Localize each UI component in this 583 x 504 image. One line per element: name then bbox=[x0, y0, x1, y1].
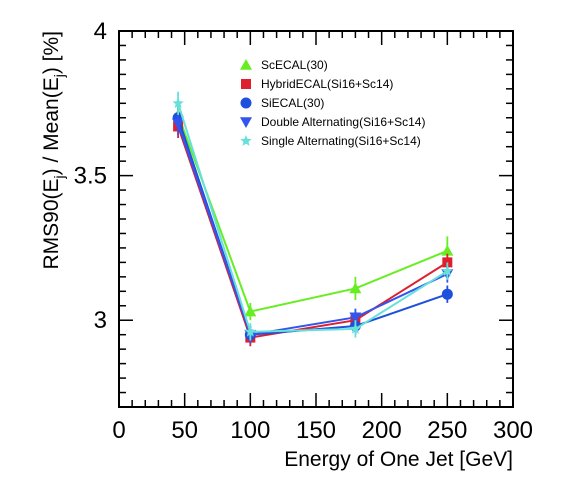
data-point bbox=[441, 244, 454, 256]
x-axis-label: Energy of One Jet [GeV] bbox=[284, 448, 513, 471]
legend-item: HybridECAL(Si16+Sc14) bbox=[241, 77, 393, 91]
legend-item: Double Alternating(Si16+Sc14) bbox=[240, 115, 425, 129]
data-point bbox=[349, 322, 362, 334]
data-point bbox=[172, 118, 185, 130]
x-tick-label: 150 bbox=[296, 417, 336, 444]
series-line bbox=[177, 114, 448, 313]
x-tick-label: 100 bbox=[230, 417, 270, 444]
legend-label: SiECAL(30) bbox=[261, 96, 324, 110]
x-tick-label: 250 bbox=[427, 417, 467, 444]
legend-marker bbox=[241, 79, 251, 89]
series-layer bbox=[172, 91, 454, 347]
legend-marker bbox=[240, 135, 252, 146]
data-point bbox=[349, 282, 362, 294]
legend-marker bbox=[240, 59, 252, 70]
x-axis-tick-labels: 0 50 100 150 200 250 300 bbox=[112, 417, 533, 444]
y-axis-label: RMS90(Ej) / Mean(Ej) [%] bbox=[40, 31, 67, 269]
series-line bbox=[177, 123, 448, 336]
data-point bbox=[244, 325, 257, 337]
legend-label: ScECAL(30) bbox=[261, 58, 328, 72]
legend-item: ScECAL(30) bbox=[240, 58, 328, 72]
y-tick-label: 3.5 bbox=[74, 163, 107, 190]
series-line bbox=[177, 103, 448, 333]
legend-item: Single Alternating(Si16+Sc14) bbox=[240, 134, 421, 148]
data-point bbox=[441, 288, 453, 300]
x-axis-ticks bbox=[118, 31, 514, 407]
x-tick-label: 50 bbox=[171, 417, 198, 444]
x-tick-label: 0 bbox=[112, 417, 125, 444]
y-tick-label: 4 bbox=[94, 18, 107, 45]
legend-item: SiECAL(30) bbox=[240, 96, 324, 110]
legend-marker bbox=[240, 117, 252, 128]
data-point bbox=[349, 312, 362, 324]
legend-label: Double Alternating(Si16+Sc14) bbox=[261, 115, 425, 129]
y-tick-label: 3 bbox=[94, 307, 107, 334]
x-tick-label: 300 bbox=[493, 417, 533, 444]
y-axis-ticks bbox=[119, 30, 513, 408]
legend: ScECAL(30) HybridECAL(Si16+Sc14) SiECAL(30… bbox=[240, 58, 425, 148]
data-point bbox=[244, 305, 257, 317]
legend-label: Single Alternating(Si16+Sc14) bbox=[261, 134, 421, 148]
y-axis-tick-labels: 33.54 bbox=[74, 18, 107, 334]
legend-marker bbox=[240, 97, 252, 109]
data-point bbox=[172, 97, 184, 109]
series-4 bbox=[172, 91, 454, 341]
legend-label: HybridECAL(Si16+Sc14) bbox=[261, 77, 393, 91]
x-tick-label: 200 bbox=[362, 417, 402, 444]
data-point bbox=[441, 265, 454, 276]
